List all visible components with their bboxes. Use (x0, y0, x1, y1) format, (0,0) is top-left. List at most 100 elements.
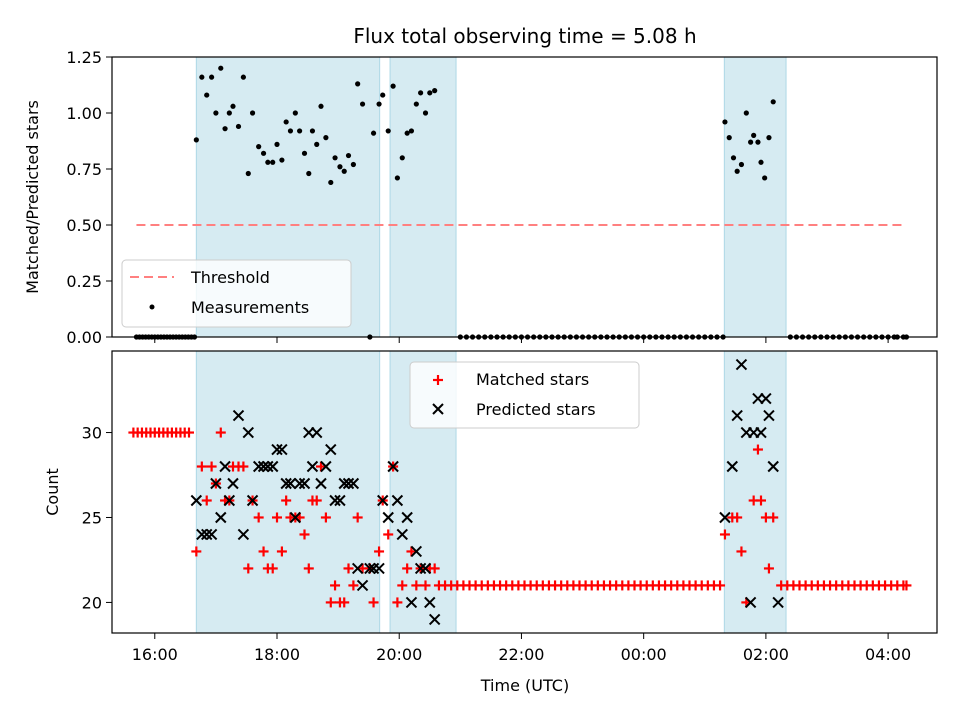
predicted-star-point (772, 596, 784, 609)
count-y-tick-label: 25 (82, 508, 102, 527)
matched-star-point (267, 563, 278, 574)
matched-star-point (402, 563, 413, 574)
measurement-point (256, 144, 262, 150)
matched-star-point (411, 580, 422, 591)
ratio-y-tick-label: 0.00 (66, 328, 102, 347)
x-tick-label: 18:00 (254, 645, 300, 664)
count-y-tick-label: 30 (82, 424, 102, 443)
measurement-point (222, 126, 228, 132)
legend-predicted-label: Predicted stars (476, 400, 596, 419)
measurement-point (394, 175, 400, 181)
predicted-star-point (396, 528, 408, 541)
predicted-star-point (428, 613, 441, 626)
measurement-point (770, 99, 776, 105)
predicted-star-point (252, 460, 265, 473)
predicted-star-point (405, 596, 418, 609)
measurement-point (209, 74, 215, 80)
predicted-star-point (401, 511, 413, 524)
measurement-point (245, 170, 251, 177)
chart-title: Flux total observing time = 5.08 h (353, 24, 696, 48)
matched-star-point (756, 495, 766, 506)
ratio-y-axis-label: Matched/Predicted stars (23, 100, 42, 294)
measurement-point (287, 128, 294, 134)
matched-star-point (374, 546, 385, 557)
matched-star-point (429, 563, 440, 574)
observing-interval (723, 56, 787, 338)
legend-threshold-label: Threshold (190, 268, 270, 287)
measurement-point (404, 130, 410, 136)
count-y-tick-label: 20 (82, 593, 102, 612)
measurement-point (413, 101, 419, 107)
measurement-point (265, 159, 271, 165)
predicted-star-point (280, 477, 292, 490)
measurement-point (199, 74, 205, 80)
measurement-point (270, 159, 276, 165)
predicted-star-point (338, 477, 350, 490)
predicted-star-point (387, 460, 399, 473)
predicted-star-point (325, 443, 337, 456)
ratio-panel: 0.00 0.25 0.50 0.75 1.00 1.25 Matched/Predict… (23, 48, 938, 347)
measurement-point (422, 110, 429, 116)
measurement-point (766, 135, 772, 141)
measurement-point (370, 130, 377, 136)
predicted-star-point (306, 460, 319, 473)
ratio-y-tick-label: 1.00 (66, 104, 102, 123)
predicted-star-point (205, 528, 218, 541)
x-tick-label: 00:00 (621, 645, 667, 664)
matched-star-point (299, 529, 310, 540)
predicted-star-point (719, 511, 731, 524)
matched-star-point (281, 495, 292, 506)
measurement-point (235, 123, 242, 130)
measurement-point (213, 110, 219, 116)
predicted-star-point (196, 528, 208, 541)
predicted-star-point (246, 494, 259, 507)
measurement-point (758, 159, 764, 165)
measurement-point (730, 155, 737, 161)
x-tick-label: 02:00 (743, 645, 789, 664)
measurement-point (306, 170, 312, 177)
matched-star-point (206, 461, 217, 472)
legend-predicted-marker (432, 403, 444, 415)
matched-star-point (191, 546, 202, 557)
ratio-y-tick-label: 1.25 (66, 48, 102, 67)
matched-star-point (719, 529, 730, 540)
measurement-point (390, 83, 396, 89)
predicted-star-point (190, 494, 203, 507)
predicted-star-point (382, 511, 394, 524)
measurement-point (204, 92, 210, 98)
matched-star-point (339, 597, 350, 608)
ratio-panel-frame (111, 56, 938, 338)
matched-star-point (316, 461, 326, 472)
measurement-point (380, 92, 386, 98)
measurement-point (743, 110, 749, 116)
predicted-star-point (271, 443, 283, 456)
matched-star-point (397, 580, 408, 591)
measurement-point (193, 137, 199, 143)
measurement-point (726, 135, 732, 141)
measurement-point (350, 161, 356, 168)
measurement-point (359, 101, 366, 107)
measurement-point (292, 110, 298, 116)
matched-star-point (352, 512, 363, 523)
matched-star-point (368, 597, 379, 608)
measurement-point (230, 103, 236, 109)
measurement-point (260, 150, 267, 156)
predicted-star-point (760, 392, 772, 405)
measurement-point (323, 135, 329, 141)
predicted-star-point (262, 460, 274, 473)
predicted-star-point (311, 426, 323, 439)
ratio-y-tick-label: 0.50 (66, 216, 102, 235)
matched-star-point (215, 427, 226, 438)
measurement-point (226, 110, 232, 116)
legend-measurements-marker (149, 304, 155, 310)
predicted-star-point (373, 562, 385, 575)
predicted-star-point (731, 409, 743, 422)
measurement-point (722, 119, 728, 125)
matched-star-point (752, 444, 763, 455)
predicted-star-point (223, 494, 236, 507)
matched-star-point (768, 512, 779, 523)
predicted-star-point (237, 528, 250, 541)
measurement-point (355, 81, 361, 87)
predicted-star-point (289, 511, 302, 524)
measurement-point (418, 90, 424, 96)
